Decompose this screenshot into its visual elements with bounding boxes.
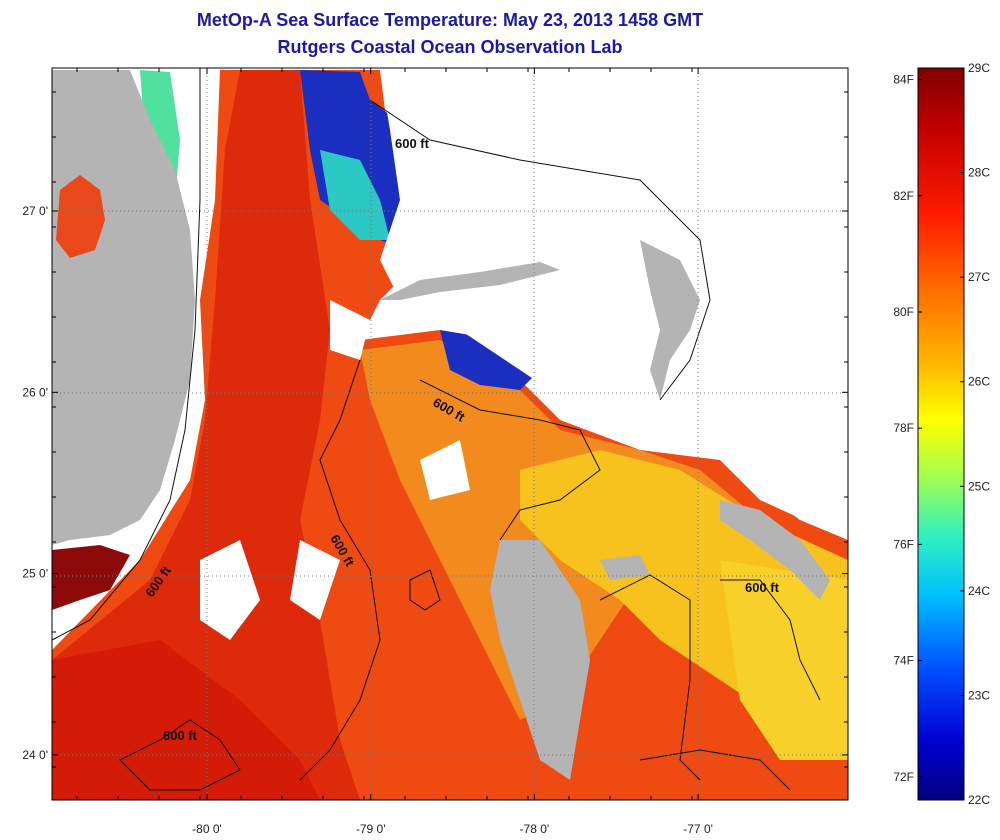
celsius-label: 22C: [968, 793, 990, 807]
lat-tick-label: 25 0': [22, 567, 48, 581]
southwest-hot-region: [52, 640, 320, 800]
contour-label: 600 ft: [745, 580, 780, 595]
fahrenheit-label: 84F: [893, 73, 914, 87]
lat-tick-label: 26 0': [22, 385, 48, 399]
celsius-label: 27C: [968, 270, 990, 284]
cyan-patch-north: [320, 150, 390, 240]
fahrenheit-label: 72F: [893, 770, 914, 784]
longitude-axis: -80 0' -79 0' -78 0' -77 0': [76, 68, 713, 836]
latitude-axis: 27 0' 26 0' 25 0' 24 0': [22, 91, 848, 768]
celsius-label: 25C: [968, 479, 990, 493]
cold-patch-central: [440, 330, 540, 390]
celsius-label: 24C: [968, 584, 990, 598]
celsius-label: 28C: [968, 166, 990, 180]
lake-okeechobee-sst: [56, 175, 105, 258]
celsius-label: 26C: [968, 375, 990, 389]
florida-keys-hot: [52, 545, 130, 610]
fahrenheit-label: 76F: [893, 537, 914, 551]
yellow-east-region: [720, 560, 848, 760]
no-data-bahamas-bank: [380, 70, 848, 540]
andros-land: [490, 540, 590, 780]
contour-label: 600 ft: [163, 728, 198, 743]
bathymetry-contours: [52, 70, 821, 791]
colorbar-labels: 29C 28C 27C 26C 25C 24C 23C 22C 84F 82F 80F 78F 76F 7…: [893, 61, 990, 807]
lon-tick-label: -79 0': [356, 822, 386, 836]
new-providence-land: [600, 555, 650, 580]
eleuthera-land: [720, 500, 830, 600]
fahrenheit-label: 82F: [893, 189, 914, 203]
graticule: [52, 68, 848, 800]
no-data-patches: [200, 300, 470, 640]
colorbar: [917, 67, 965, 801]
lat-tick-label: 27 0': [22, 204, 48, 218]
sst-image: [52, 68, 848, 800]
fahrenheit-label: 78F: [893, 421, 914, 435]
map-frame: [51, 67, 849, 801]
lon-tick-label: -77 0': [683, 822, 713, 836]
map-title: MetOp-A Sea Surface Temperature: May 23,…: [196, 10, 704, 30]
fahrenheit-label: 80F: [893, 305, 914, 319]
lat-tick-label: 24 0': [22, 748, 48, 762]
lon-tick-label: -78 0': [520, 822, 550, 836]
grand-bahama-land: [380, 262, 560, 300]
celsius-label: 23C: [968, 688, 990, 702]
gulf-stream-hot-band: [52, 70, 360, 800]
celsius-label: 29C: [968, 61, 990, 75]
lon-tick-label: -80 0': [192, 822, 222, 836]
fahrenheit-label: 74F: [893, 654, 914, 668]
map-subtitle: Rutgers Coastal Ocean Observation Lab: [277, 37, 623, 57]
contour-label: 600 ft: [395, 136, 430, 151]
abaco-land: [640, 240, 700, 400]
